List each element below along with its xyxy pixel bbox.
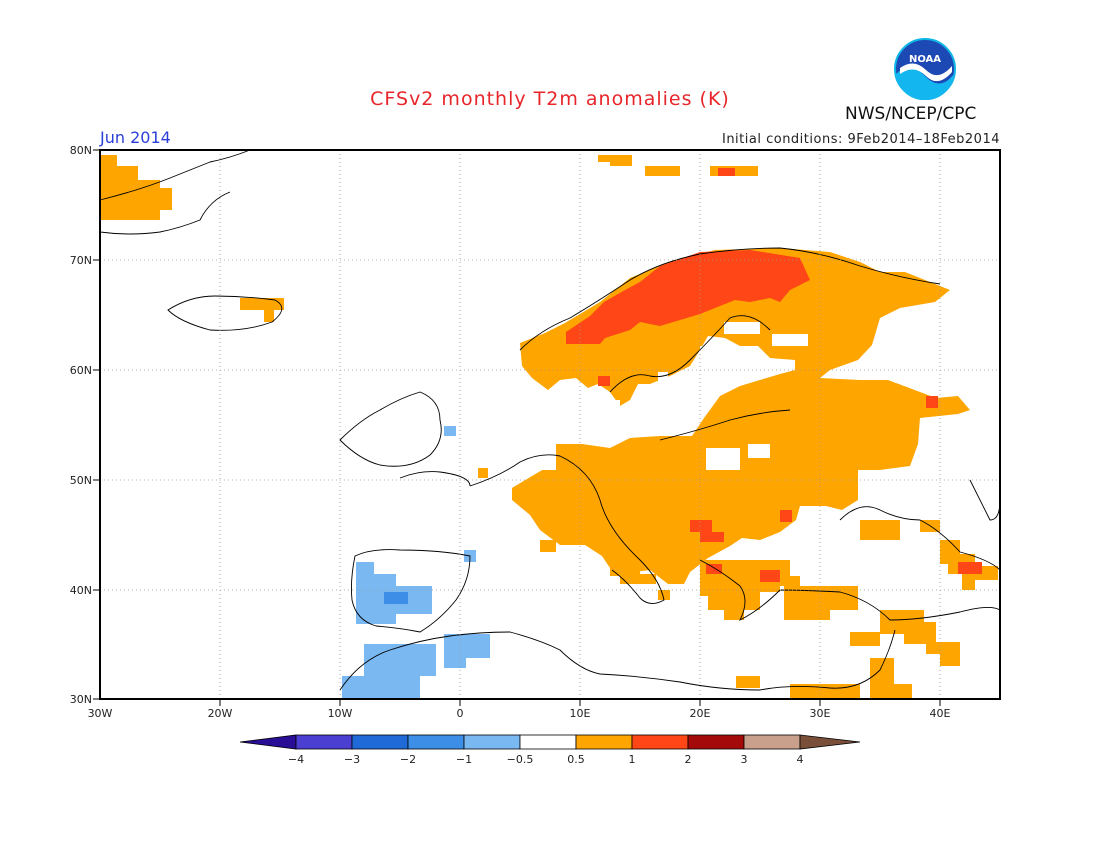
lon-tick-label: 30W bbox=[88, 707, 113, 720]
lon-tick-label: 0 bbox=[457, 707, 464, 720]
legend-label: −0.5 bbox=[507, 753, 534, 766]
legend-labels: −4 −3 −2 −1 −0.5 0.5 1 2 3 4 bbox=[288, 753, 804, 766]
lat-tick-labels: 30N 40N 50N 60N 70N 80N bbox=[70, 144, 92, 706]
legend-label: 0.5 bbox=[567, 753, 585, 766]
anomaly-grid-cells bbox=[100, 155, 998, 698]
initial-conditions-label: Initial conditions: 9Feb2014–18Feb2014 bbox=[721, 132, 1000, 147]
anomaly-region-greenland bbox=[100, 155, 172, 220]
anomaly-region-europe-main bbox=[512, 248, 970, 584]
legend-label: −1 bbox=[456, 753, 472, 766]
lat-tick-label: 40N bbox=[70, 584, 92, 597]
anomaly-region-morocco bbox=[342, 644, 436, 698]
lat-tick-label: 30N bbox=[70, 693, 92, 706]
legend-label: −2 bbox=[400, 753, 416, 766]
coastlines bbox=[99, 149, 1001, 691]
legend-label: −4 bbox=[288, 753, 304, 766]
legend-arrow-low bbox=[239, 734, 297, 750]
agency-label: NWS/NCEP/CPC bbox=[845, 104, 977, 124]
lon-tick-label: 20W bbox=[208, 707, 233, 720]
anomaly-region-scandinavia-red bbox=[566, 250, 810, 344]
legend-swatch bbox=[351, 734, 409, 750]
legend-swatch bbox=[295, 734, 353, 750]
anomaly-region-iceland bbox=[240, 298, 284, 322]
lon-tick-labels: 30W 20W 10W 0 10E 20E 30E 40E bbox=[88, 707, 951, 720]
forecast-month-label: Jun 2014 bbox=[100, 128, 171, 147]
legend-swatch bbox=[575, 734, 633, 750]
logo-text: NOAA bbox=[909, 54, 941, 65]
lat-tick-label: 80N bbox=[70, 144, 92, 157]
map-axis-ticks bbox=[93, 149, 941, 706]
legend-label: 1 bbox=[629, 753, 636, 766]
legend-swatch bbox=[407, 734, 465, 750]
legend-arrow-high bbox=[799, 734, 861, 750]
anomaly-region-svalbard-1 bbox=[598, 155, 632, 166]
lon-tick-label: 10W bbox=[328, 707, 353, 720]
lat-tick-label: 60N bbox=[70, 364, 92, 377]
anomaly-region-franz-josef-red bbox=[718, 168, 735, 176]
lat-tick-label: 50N bbox=[70, 474, 92, 487]
legend-label: −3 bbox=[344, 753, 360, 766]
anomaly-region-svalbard-2 bbox=[645, 166, 680, 176]
legend-swatch bbox=[687, 734, 745, 750]
legend-label: 2 bbox=[685, 753, 692, 766]
lon-tick-label: 10E bbox=[570, 707, 591, 720]
legend-label: 3 bbox=[741, 753, 748, 766]
legend-swatch bbox=[519, 734, 577, 750]
anomaly-region-middle-east bbox=[880, 610, 960, 666]
legend-swatch bbox=[463, 734, 521, 750]
anomaly-region-turkey bbox=[784, 586, 858, 620]
map-frame bbox=[99, 149, 1001, 700]
legend-label: 4 bbox=[797, 753, 804, 766]
lon-tick-label: 30E bbox=[810, 707, 831, 720]
lat-tick-label: 70N bbox=[70, 254, 92, 267]
lon-tick-label: 40E bbox=[930, 707, 951, 720]
noaa-logo: NOAA bbox=[894, 38, 956, 100]
legend-swatch bbox=[631, 734, 689, 750]
legend-swatch bbox=[743, 734, 801, 750]
lon-tick-label: 20E bbox=[690, 707, 711, 720]
chart-title: CFSv2 monthly T2m anomalies (K) bbox=[370, 88, 730, 110]
color-legend bbox=[239, 734, 861, 750]
